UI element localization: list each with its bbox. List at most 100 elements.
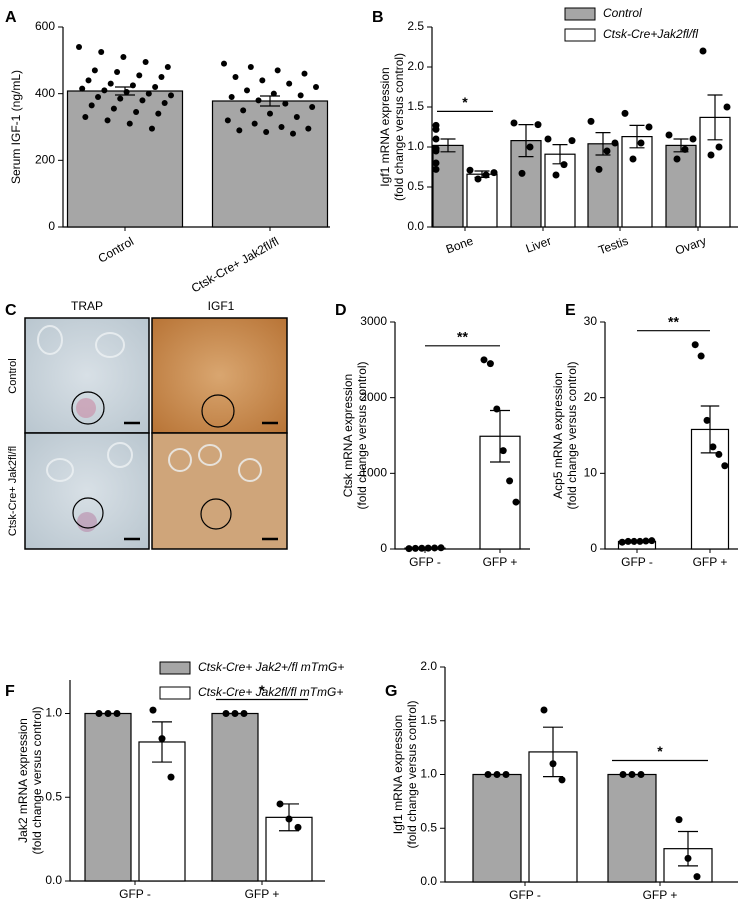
y-tick-label: 0.0 [45, 873, 62, 887]
data-point [136, 72, 143, 79]
data-point [480, 356, 488, 364]
micrographs [24, 317, 288, 550]
x-tick-label: GFP + [643, 888, 678, 902]
data-point [621, 109, 629, 117]
data-point [466, 166, 474, 174]
x-tick-label: Liver [524, 234, 553, 256]
y-tick-label: 1.0 [420, 767, 437, 781]
data-point [126, 120, 133, 127]
data-point [286, 80, 293, 87]
data-point [255, 97, 262, 104]
data-point [665, 131, 673, 139]
data-point [270, 90, 277, 97]
x-tick-label: GFP - [119, 887, 151, 901]
y-tick-label: 2.0 [420, 659, 437, 673]
data-point [282, 100, 289, 107]
data-point [512, 498, 520, 506]
data-point [484, 771, 492, 778]
significance-label: ** [457, 329, 468, 345]
data-point [432, 159, 440, 167]
data-point [619, 771, 627, 778]
data-point [167, 773, 175, 781]
data-point [98, 49, 105, 55]
data-point [432, 165, 440, 173]
y-tick-label: 1.5 [420, 713, 437, 727]
data-point [673, 155, 681, 163]
data-point [684, 854, 692, 862]
data-point [689, 135, 697, 143]
data-point [259, 77, 266, 84]
data-point [490, 169, 498, 177]
data-point [168, 92, 174, 99]
error-bar [518, 124, 534, 158]
data-point [424, 544, 432, 552]
error-bar [543, 726, 563, 778]
data-point [95, 710, 103, 717]
panel: F 0.0 0.5 1.0 Jak2 mRNA expression (fold chan… [5, 660, 344, 901]
data-point [721, 462, 729, 470]
column-label: IGF1 [208, 299, 235, 313]
data-point [79, 85, 86, 92]
x-tick-label: GFP - [509, 888, 541, 902]
y-tick-label: 2000 [360, 390, 387, 404]
y-tick-label: 0.5 [420, 820, 437, 834]
y-tick-label: 0 [380, 541, 387, 555]
data-point [723, 103, 731, 111]
y-tick-label: 200 [35, 153, 55, 167]
y-axis-label: (fold change versus control) [30, 706, 44, 854]
data-point [76, 44, 82, 50]
panel: G 0.0 0.5 1.0 1.5 2.0 Igf1 mRNA expression (fol… [385, 659, 738, 902]
data-point [629, 155, 637, 163]
bar [466, 173, 498, 228]
data-point [120, 54, 127, 60]
data-point [611, 139, 619, 147]
data-point [603, 147, 611, 155]
error-bar [595, 132, 611, 156]
data-point [240, 710, 248, 717]
panel: E 0 10 20 30 Acp5 mRNA expression (fold change… [551, 302, 738, 569]
data-point [221, 60, 227, 67]
data-point [88, 102, 95, 109]
data-point [101, 87, 108, 94]
panel-letter: F [5, 683, 15, 700]
data-point [544, 135, 552, 143]
y-tick-label: 20 [584, 390, 598, 404]
error-bar [490, 409, 510, 463]
data-point [482, 171, 490, 179]
data-point [526, 143, 534, 151]
data-point [628, 771, 636, 778]
data-point [510, 119, 518, 127]
data-point [161, 100, 168, 106]
y-axis-label: Acp5 mRNA expression [551, 372, 565, 499]
x-tick-label: Bone [444, 234, 475, 257]
data-point [587, 117, 595, 125]
data-point [313, 84, 319, 90]
data-point [493, 771, 501, 778]
data-point [486, 360, 494, 368]
data-point [263, 129, 270, 135]
y-axis-label: Igf1 mRNA expression [378, 67, 392, 186]
legend-swatch [159, 686, 191, 700]
y-tick-label: 400 [35, 86, 55, 100]
data-point [276, 800, 284, 808]
y-axis-label: Igf1 mRNA expression [391, 715, 405, 834]
data-point [432, 135, 440, 143]
data-point [493, 405, 501, 413]
y-axis-label: Ctsk mRNA expression [341, 374, 355, 497]
data-point [437, 544, 445, 552]
y-axis-label: Jak2 mRNA expression [16, 718, 30, 843]
data-point [290, 130, 296, 137]
row-label: Ctsk-Cre+ Jak2fl/fl [7, 446, 19, 536]
data-point [411, 544, 419, 552]
data-point [244, 87, 250, 94]
data-point [274, 67, 281, 74]
data-point [636, 537, 644, 545]
legend-label: Control [603, 6, 642, 20]
data-point [645, 123, 653, 131]
data-point [113, 710, 121, 717]
y-tick-label: 2.5 [407, 19, 424, 33]
data-point [110, 105, 117, 112]
x-tick-label: GFP - [621, 555, 653, 569]
data-point [222, 710, 230, 717]
